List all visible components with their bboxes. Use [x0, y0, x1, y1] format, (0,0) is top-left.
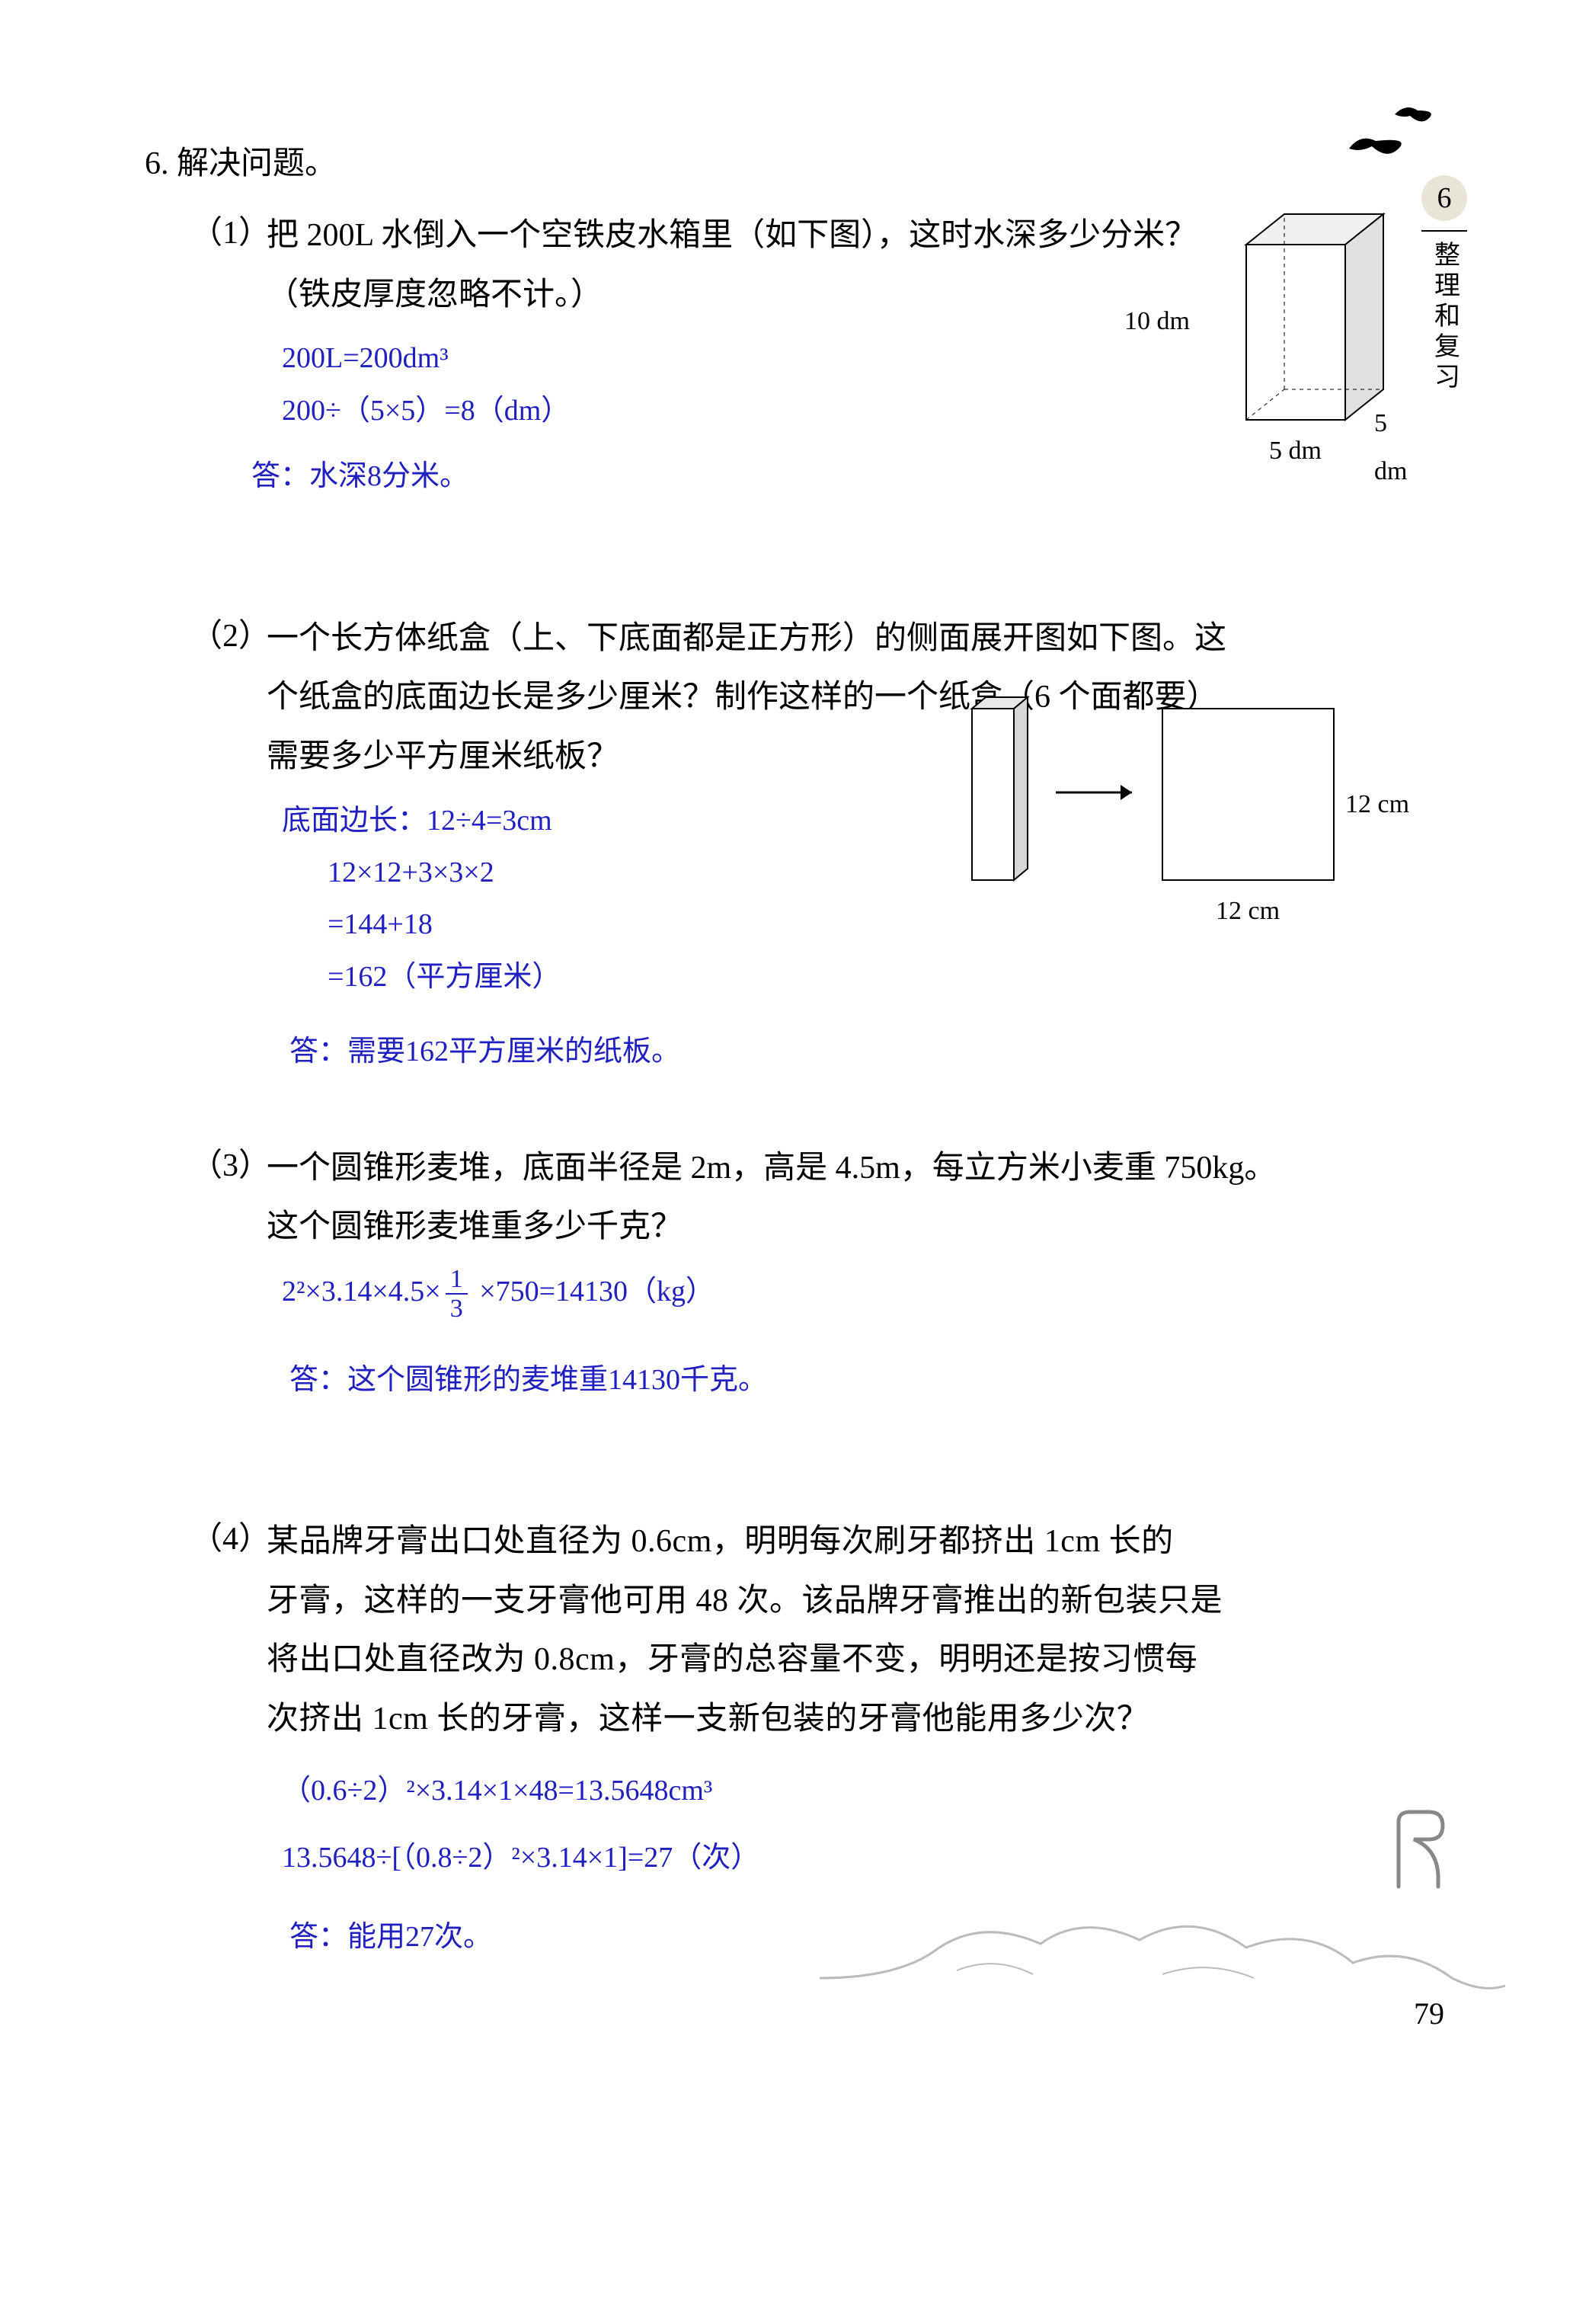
q3-text-line1: 一个圆锥形麦堆，底面半径是 2m，高是 4.5m，每立方米小麦重 750kg。 [267, 1139, 1444, 1199]
q2-text-line1: 一个长方体纸盒（上、下底面都是正方形）的侧面展开图如下图。这 [267, 610, 1444, 669]
question-1: （1） 把 200L 水倒入一个空铁皮水箱里（如下图），这时水深多少分米？ （铁… [190, 206, 1444, 503]
question-2: （2） 一个长方体纸盒（上、下底面都是正方形）的侧面展开图如下图。这 个纸盒的底… [190, 610, 1444, 1078]
q4-answer-line1: （0.6÷2）²×3.14×1×48=13.5648cm³ [282, 1765, 1444, 1817]
q4-number: （4） [190, 1513, 270, 1559]
q2-answer-final: 答：需要162平方厘米的纸板。 [289, 1026, 1444, 1077]
problem-header: 6. 解决问题。 [145, 137, 1444, 184]
q3-answer-line1: 2²×3.14×4.5×13 ×750=14130（kg） [282, 1265, 1444, 1324]
q3-answer-final: 答：这个圆锥形的麦堆重14130千克。 [289, 1354, 1444, 1406]
problem-number: 6. [145, 146, 169, 181]
bird-icon [1345, 99, 1452, 183]
q1-dim-depth: 5 dm [1374, 400, 1421, 496]
q1-number: （1） [190, 206, 270, 253]
box-figure: 10 dm 5 dm 5 dm [1193, 199, 1421, 479]
fraction-icon: 13 [446, 1265, 468, 1324]
q4-text-line3: 将出口处直径改为 0.8cm，牙膏的总容量不变，明明还是按习惯每 [267, 1631, 1444, 1690]
q3-ans-pre: 2²×3.14×4.5× [282, 1276, 441, 1308]
q2-number: （2） [190, 610, 270, 656]
q4-text-line4: 次挤出 1cm 长的牙膏，这样一支新包装的牙膏他能用多少次？ [267, 1690, 1444, 1749]
q2-dim-width: 12 cm [1216, 888, 1280, 936]
q2-answer-line4: =162（平方厘米） [328, 951, 1444, 1003]
q3-ans-post: ×750=14130（kg） [472, 1276, 715, 1308]
q4-text-line1: 某品牌牙膏出口处直径为 0.6cm，明明每次刷牙都挤出 1cm 长的 [267, 1513, 1444, 1572]
problem-title: 解决问题。 [177, 146, 337, 181]
unfold-figure: 12 cm 12 cm [949, 686, 1437, 935]
cloud-icon [820, 1871, 1505, 2009]
question-3: （3） 一个圆锥形麦堆，底面半径是 2m，高是 4.5m，每立方米小麦重 750… [190, 1139, 1444, 1407]
q3-text-line2: 这个圆锥形麦堆重多少千克？ [267, 1198, 1444, 1257]
q1-dim-width: 5 dm [1269, 427, 1322, 475]
q1-dim-height: 10 dm [1124, 298, 1190, 346]
q4-text-line2: 牙膏，这样的一支牙膏他可用 48 次。该品牌牙膏推出的新包装只是 [267, 1572, 1444, 1631]
page-container: 6 整理和复习 6. 解决问题。 （1） 把 200L 水倒入一个空铁皮水箱里（… [0, 0, 1589, 2115]
q3-number: （3） [190, 1139, 270, 1186]
page-number: 79 [1414, 1996, 1444, 2031]
q2-dim-height: 12 cm [1345, 781, 1409, 829]
